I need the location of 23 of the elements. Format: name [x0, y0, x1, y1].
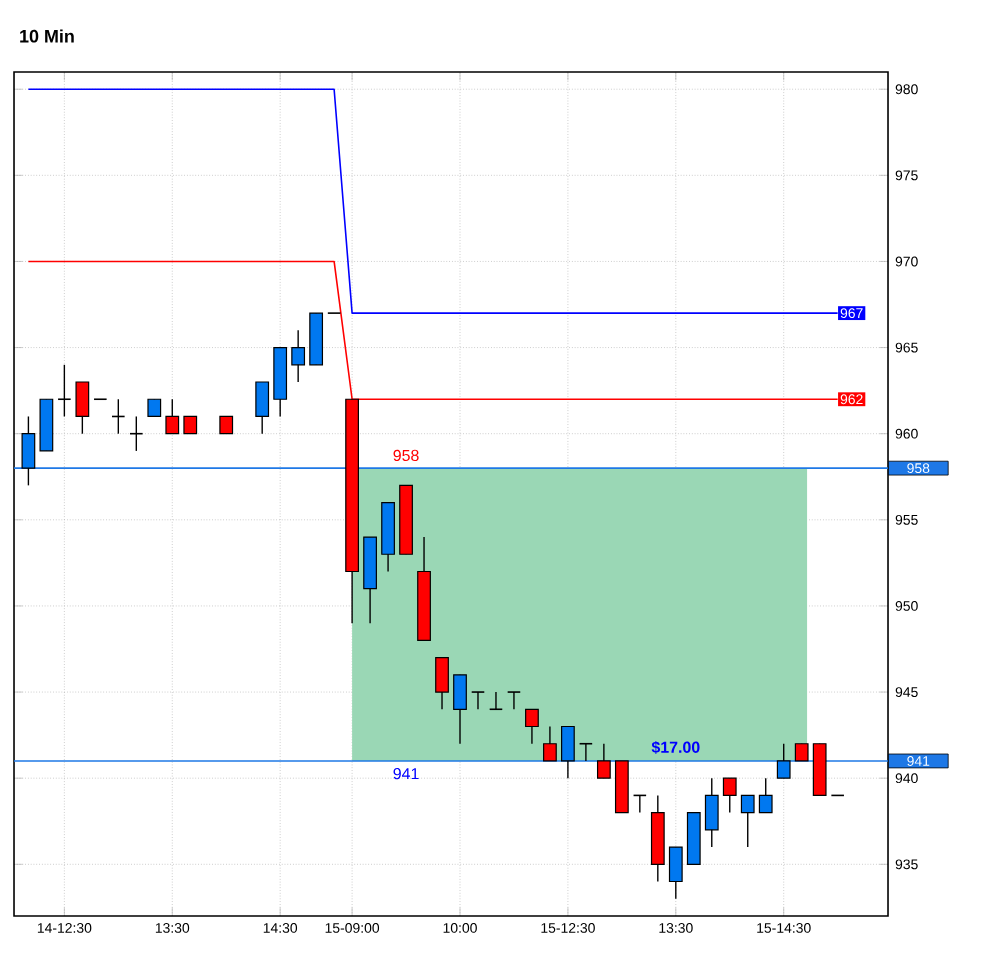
candlestick [561, 725, 575, 779]
candlestick [453, 674, 467, 745]
candlestick [21, 415, 36, 487]
candlestick [57, 364, 72, 418]
candlestick [740, 794, 755, 848]
candlestick [668, 846, 683, 900]
candlestick [596, 743, 611, 779]
candlestick [525, 708, 539, 745]
candlestick [758, 777, 773, 814]
candlestick [543, 725, 557, 762]
chart-title: 10 Min [20, 29, 74, 43]
candlestick [722, 777, 737, 814]
candlestick [578, 742, 593, 762]
candlestick [435, 656, 449, 710]
candlestick [165, 398, 180, 435]
candlestick [776, 743, 791, 779]
candlestick [704, 777, 719, 848]
candlestick [470, 691, 486, 710]
candlestick [488, 691, 504, 711]
candlestick [255, 381, 270, 435]
candlestick [75, 381, 90, 435]
candlestick [506, 691, 522, 710]
candlestick [291, 329, 306, 383]
